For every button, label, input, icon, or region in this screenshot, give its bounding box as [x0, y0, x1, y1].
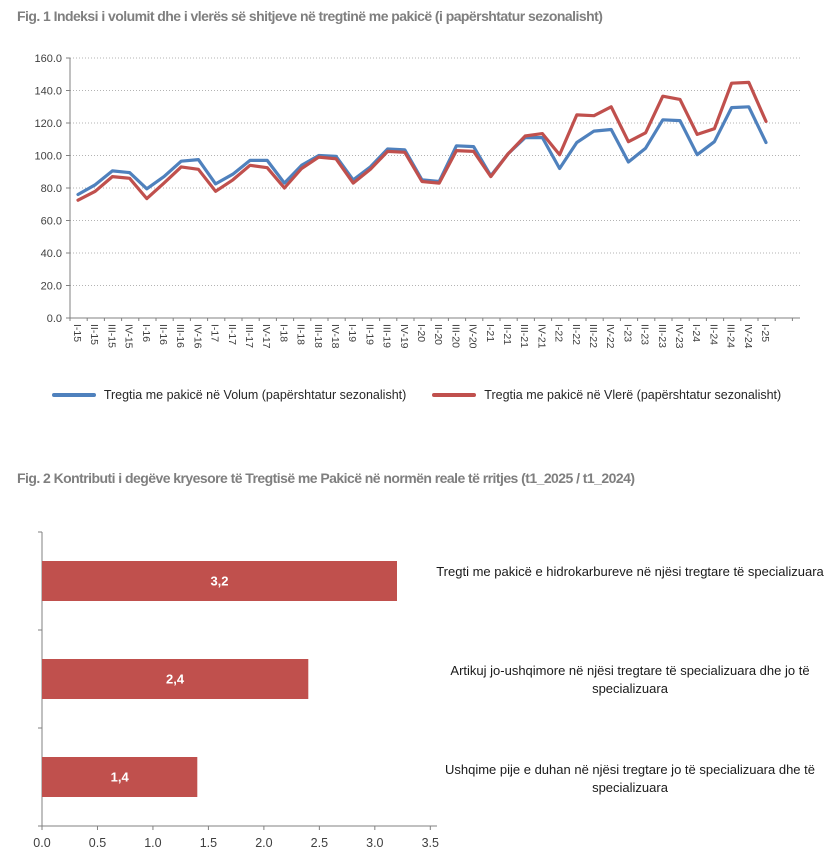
x-axis-category-label: IV-22: [604, 324, 616, 349]
x-axis-category-label: I-19: [346, 324, 358, 342]
x-axis-category-label: IV-16: [191, 324, 203, 349]
x-axis-category-label: IV-24: [742, 324, 754, 349]
x-axis-category-label: III-17: [243, 324, 255, 348]
y-axis-tick-label: 80.0: [41, 183, 62, 195]
bar-category-label-hidrokarbure: Tregti me pakicë e hidrokarbureve në një…: [436, 564, 824, 579]
fig2-title: Fig. 2 Kontributi i degëve kryesore të T…: [17, 470, 635, 486]
x-axis-category-label: II-17: [226, 324, 238, 345]
contribution-bar: [42, 757, 198, 797]
legend-item-volume: Tregtia me pakicë në Volum (papërshtatur…: [51, 388, 407, 402]
x-axis-category-label: II-24: [707, 324, 719, 345]
x-axis-tick-label: 0.5: [89, 836, 106, 850]
y-axis-tick-label: 120.0: [34, 118, 62, 130]
x-axis-category-label: I-21: [484, 324, 496, 342]
bar-value-label: 1,4: [111, 770, 130, 785]
x-axis-tick-label: 1.5: [200, 836, 217, 850]
fig1-title: Fig. 1 Indeksi i volumit dhe i vlerës së…: [17, 8, 603, 24]
y-axis-tick-label: 60.0: [41, 216, 62, 228]
y-axis-tick-label: 140.0: [34, 86, 62, 98]
x-axis-tick-label: 0.0: [33, 836, 50, 850]
x-axis-category-label: IV-23: [673, 324, 685, 349]
fig2-bar-chart: 0.0 0.5 1.0 1.5 2.0 2.5 3.0 3.5 3,2 2,4 1,4: [33, 531, 439, 850]
y-axis-tick-label: 20.0: [41, 281, 62, 293]
bar-category-label-ushqime: Ushqime pije e duhan në njësi tregtare j…: [444, 762, 815, 795]
x-axis-category-label: III-15: [105, 324, 117, 348]
x-axis-category-label: I-23: [621, 324, 633, 342]
bar-value-label: 2,4: [166, 672, 185, 687]
x-axis-category-label: III-21: [518, 324, 530, 348]
legend-label-value: Tregtia me pakicë në Vlerë (papërshtatur…: [484, 388, 782, 402]
x-axis-category-label: I-22: [553, 324, 565, 342]
x-axis-category-label: IV-18: [329, 324, 341, 349]
y-axis-tick-label: 100.0: [34, 151, 62, 163]
x-axis-tick-label: 3.0: [366, 836, 383, 850]
value-line-swatch: [432, 393, 477, 397]
x-axis-category-label: IV-15: [123, 324, 135, 349]
fig1-legend: Tregtia me pakicë në Volum (papërshtatur…: [0, 388, 833, 402]
x-axis-category-label: II-15: [88, 324, 100, 345]
x-axis-category-label: II-21: [501, 324, 513, 345]
x-axis-category-label: III-23: [656, 324, 668, 348]
y-axis-tick-label: 160.0: [34, 53, 62, 65]
contribution-bar: [42, 561, 397, 601]
legend-item-value: Tregtia me pakicë në Vlerë (papërshtatur…: [432, 388, 781, 402]
volume-line-swatch: [51, 393, 96, 397]
x-axis-category-label: II-19: [363, 324, 375, 345]
x-axis-category-label: II-23: [639, 324, 651, 345]
bar-value-label: 3,2: [210, 574, 228, 589]
legend-label-volume: Tregtia me pakicë në Volum (papërshtatur…: [103, 388, 407, 402]
x-axis-tick-label: 3.5: [422, 836, 439, 850]
y-axis-tick-label: 40.0: [41, 248, 62, 260]
x-axis-category-label: II-20: [432, 324, 444, 345]
bar-category-label-jo-ushqimore: Artikuj jo-ushqimore në njësi tregtare t…: [450, 663, 810, 696]
x-axis-tick-label: 2.5: [311, 836, 328, 850]
x-axis-category-label: I-25: [759, 324, 771, 342]
x-axis-category-label: III-16: [174, 324, 186, 348]
y-axis-tick-label: 0.0: [47, 313, 62, 325]
x-axis-category-label: I-18: [277, 324, 289, 342]
x-axis-tick-label: 1.0: [144, 836, 161, 850]
x-axis-category-label: II-18: [295, 324, 307, 345]
value-series-line: [76, 80, 768, 202]
x-axis-category-label: I-16: [140, 324, 152, 342]
x-axis-category-label: IV-20: [467, 324, 479, 349]
x-axis-category-label: IV-21: [535, 324, 547, 349]
x-axis-category-label: III-22: [587, 324, 599, 348]
x-axis-category-label: III-20: [449, 324, 461, 348]
x-axis-category-label: III-18: [312, 324, 324, 348]
x-axis-category-label: I-20: [415, 324, 427, 342]
x-axis-category-label: IV-17: [260, 324, 272, 349]
x-axis-category-label: III-19: [381, 324, 393, 348]
x-axis-category-label: I-17: [209, 324, 221, 342]
x-axis-category-label: II-22: [570, 324, 582, 345]
fig1-line-chart: 0.0 20.0 40.0 60.0 80.0 100.0 120.0 140.0 160.0 I…: [34, 53, 800, 349]
x-axis-category-label: I-24: [690, 324, 702, 342]
x-axis-category-label: I-15: [71, 324, 83, 342]
x-axis-tick-label: 2.0: [255, 836, 272, 850]
x-axis-category-label: IV-19: [398, 324, 410, 349]
x-axis-category-label: II-16: [157, 324, 169, 345]
x-axis-category-label: III-24: [725, 324, 737, 348]
contribution-bar: [42, 659, 309, 699]
